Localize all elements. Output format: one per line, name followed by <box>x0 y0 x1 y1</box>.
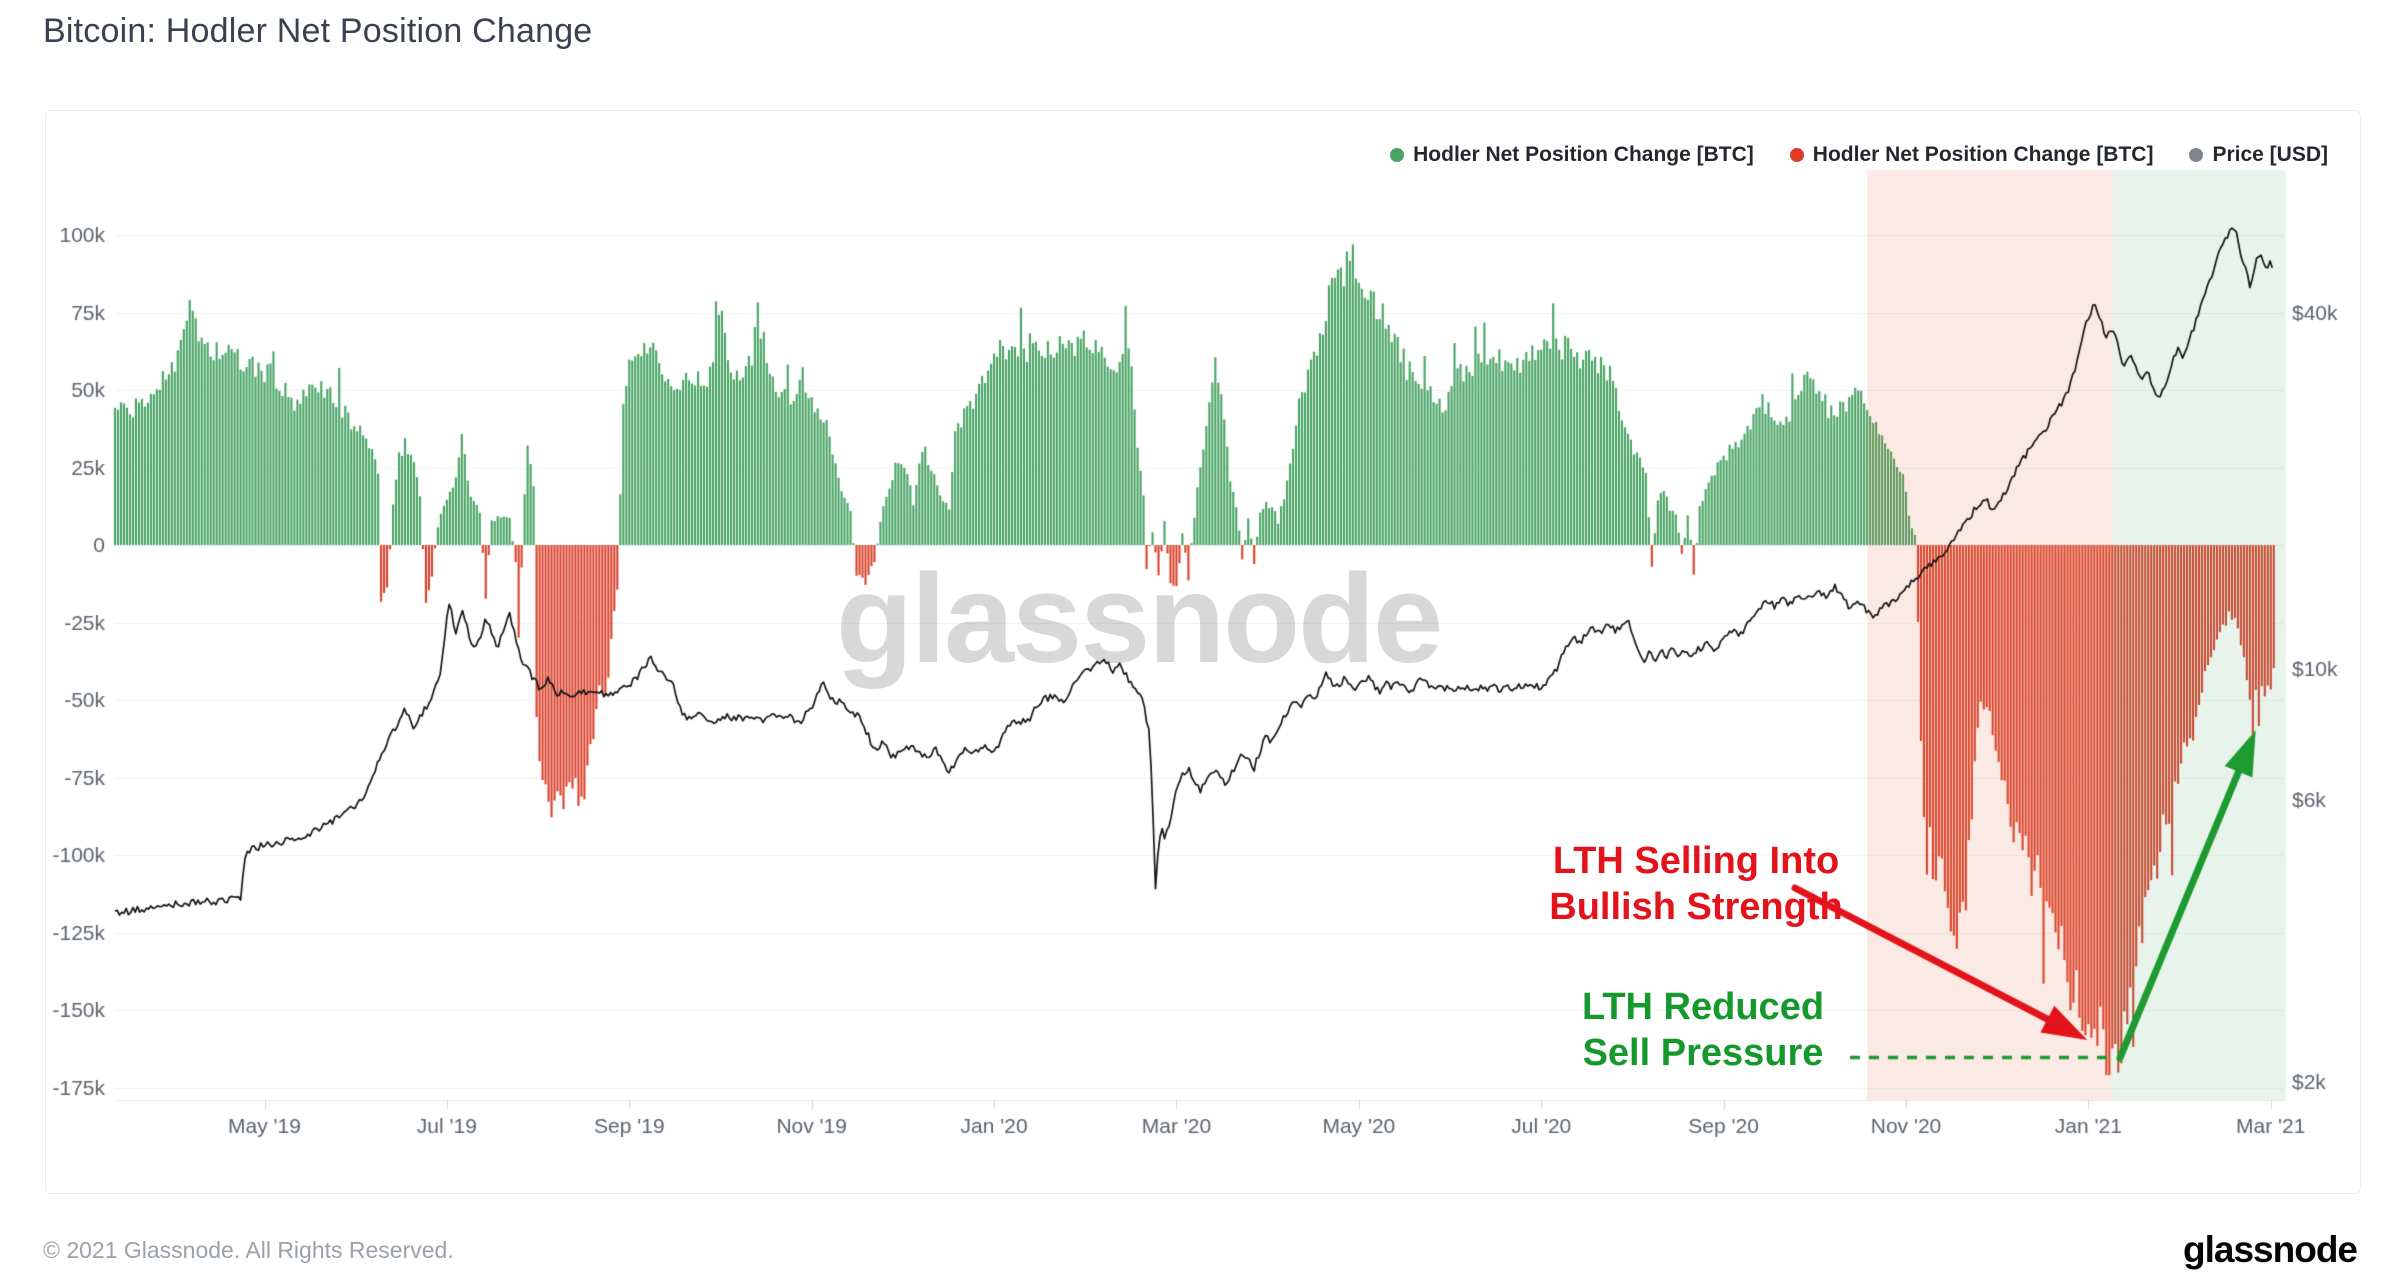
glassnode-logo[interactable]: glassnode <box>2183 1229 2358 1270</box>
legend-label: Price [USD] <box>2212 143 2328 166</box>
legend-item-1[interactable]: Hodler Net Position Change [BTC] <box>1789 143 2154 167</box>
legend-label: Hodler Net Position Change [BTC] <box>1812 143 2154 166</box>
chart-legend: Hodler Net Position Change [BTC] Hodler N… <box>1390 143 2328 167</box>
annotation-lth-reduced-line1: LTH Reduced <box>1581 986 1825 1028</box>
annotation-lth-selling-line2: Bullish Strength <box>1549 886 1843 928</box>
annotation-lth-reduced: LTH Reduced Sell Pressure <box>1558 984 1848 1076</box>
copyright-text: © 2021 Glassnode. All Rights Reserved. <box>43 1237 454 1263</box>
annotation-lth-selling: LTH Selling Into Bullish Strength <box>1535 838 1857 930</box>
legend-item-2[interactable]: Price [USD] <box>2189 143 2328 167</box>
page-title: Bitcoin: Hodler Net Position Change <box>43 12 593 50</box>
legend-dot-icon <box>1390 148 1405 162</box>
annotation-lth-selling-line1: LTH Selling Into <box>1552 840 1840 882</box>
legend-item-0[interactable]: Hodler Net Position Change [BTC] <box>1390 143 1754 167</box>
legend-label: Hodler Net Position Change [BTC] <box>1413 143 1754 166</box>
legend-dot-icon <box>1789 148 1804 162</box>
legend-dot-icon <box>2189 148 2204 162</box>
annotation-lth-reduced-line2: Sell Pressure <box>1582 1032 1824 1074</box>
